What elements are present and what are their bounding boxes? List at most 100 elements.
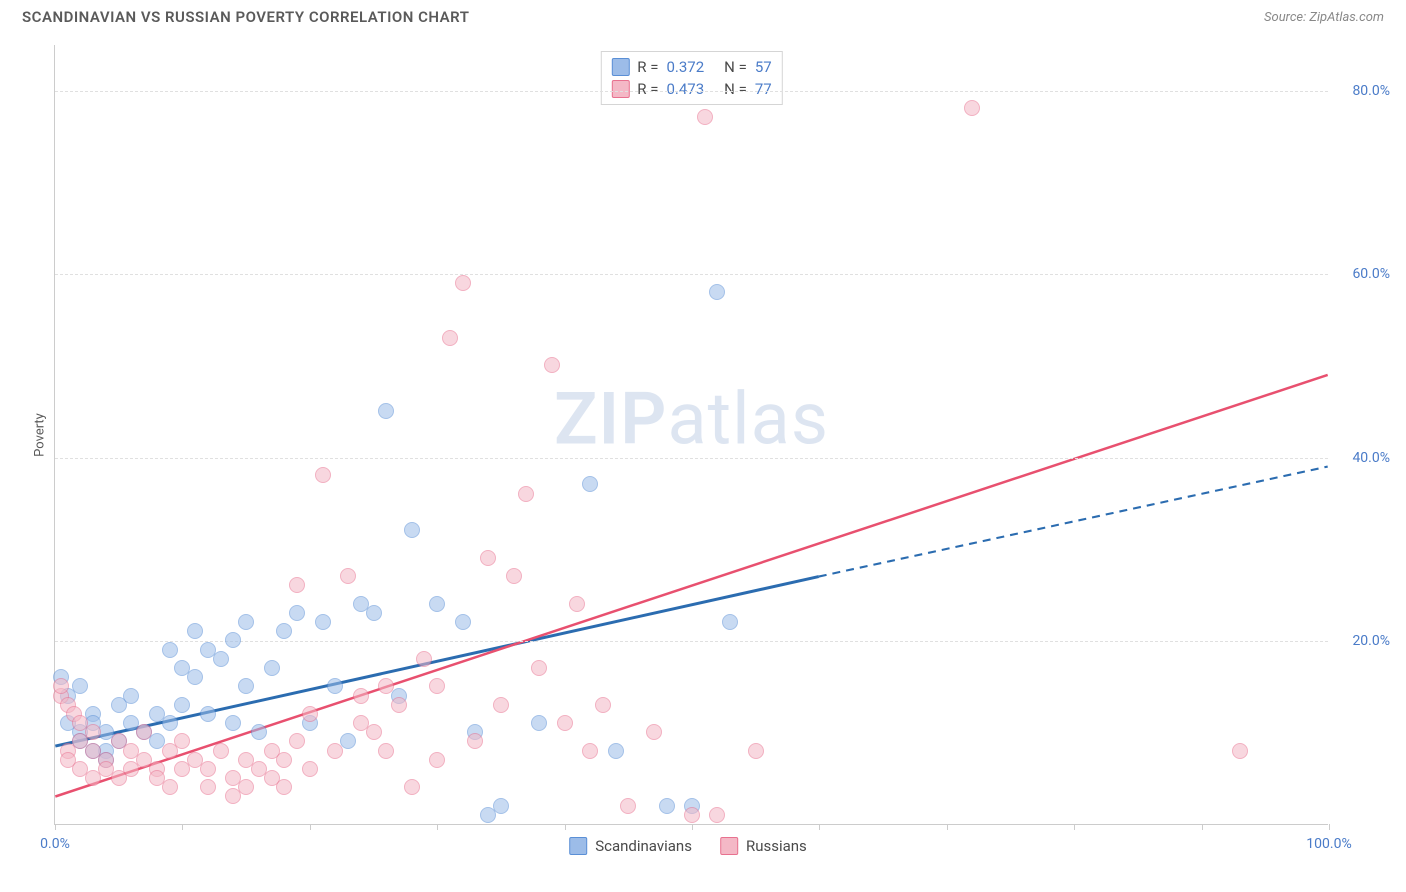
scatter-point	[302, 706, 318, 722]
grid-line	[55, 458, 1328, 459]
chart-container: Poverty ZIPatlas R = 0.372N = 57R = 0.47…	[48, 45, 1328, 825]
scatter-point	[225, 632, 241, 648]
chart-title: SCANDINAVIAN VS RUSSIAN POVERTY CORRELAT…	[22, 8, 469, 26]
scatter-point	[582, 743, 598, 759]
scatter-point	[493, 798, 509, 814]
scatter-point	[493, 697, 509, 713]
stat-r-label: R =	[637, 80, 658, 98]
scatter-point	[353, 715, 369, 731]
x-tick	[55, 824, 56, 830]
grid-line	[55, 91, 1328, 92]
y-tick-label: 20.0%	[1352, 633, 1390, 649]
scatter-point	[964, 100, 980, 116]
scatter-point	[455, 275, 471, 291]
scatter-point	[709, 807, 725, 823]
correlation-stats-box: R = 0.372 N = 57 R = 0.473N = 77	[600, 51, 782, 105]
x-tick-label: 0.0%	[40, 836, 70, 852]
scatter-point	[72, 678, 88, 694]
scatter-point	[187, 623, 203, 639]
scatter-point	[289, 605, 305, 621]
y-axis-label: Poverty	[32, 413, 47, 457]
stat-r-label: R =	[637, 58, 658, 76]
scatter-point	[506, 568, 522, 584]
scatter-point	[174, 733, 190, 749]
scatter-point	[1232, 743, 1248, 759]
x-tick	[437, 824, 438, 830]
legend-item: Russians	[720, 837, 807, 855]
scatter-point	[53, 678, 69, 694]
stat-n-value: 57	[755, 58, 772, 76]
y-tick-label: 40.0%	[1352, 450, 1390, 466]
scatter-point	[531, 715, 547, 731]
x-tick	[182, 824, 183, 830]
scatter-point	[315, 614, 331, 630]
scatter-point	[467, 733, 483, 749]
scatter-point	[200, 706, 216, 722]
scatter-point	[238, 614, 254, 630]
chart-header: SCANDINAVIAN VS RUSSIAN POVERTY CORRELAT…	[0, 0, 1406, 28]
scatter-point	[327, 678, 343, 694]
grid-line	[55, 641, 1328, 642]
scatter-point	[480, 550, 496, 566]
x-tick	[310, 824, 311, 830]
scatter-point	[353, 688, 369, 704]
scatter-point	[709, 284, 725, 300]
stat-swatch	[611, 58, 629, 76]
chart-source: Source: ZipAtlas.com	[1264, 10, 1384, 25]
scatter-point	[646, 724, 662, 740]
x-tick	[1202, 824, 1203, 830]
scatter-point	[697, 109, 713, 125]
trend-line-dashed	[819, 467, 1328, 577]
scatter-point	[391, 697, 407, 713]
scatter-point	[162, 642, 178, 658]
x-tick	[819, 824, 820, 830]
scatter-point	[366, 605, 382, 621]
scatter-point	[162, 715, 178, 731]
scatter-point	[264, 660, 280, 676]
y-tick-label: 80.0%	[1352, 83, 1390, 99]
scatter-point	[748, 743, 764, 759]
grid-line	[55, 274, 1328, 275]
stat-n-label: N =	[724, 80, 747, 98]
stat-swatch	[611, 80, 629, 98]
legend-label: Russians	[746, 837, 807, 855]
scatter-point	[722, 614, 738, 630]
scatter-point	[429, 678, 445, 694]
scatter-point	[608, 743, 624, 759]
scatter-point	[595, 697, 611, 713]
scatter-point	[518, 486, 534, 502]
x-tick	[1074, 824, 1075, 830]
trend-line	[55, 375, 1327, 797]
scatter-point	[276, 623, 292, 639]
scatter-point	[289, 577, 305, 593]
stat-row: R = 0.372 N = 57	[611, 56, 771, 78]
scatter-point	[404, 779, 420, 795]
stat-row: R = 0.473N = 77	[611, 78, 771, 100]
legend-label: Scandinavians	[595, 837, 692, 855]
scatter-point	[620, 798, 636, 814]
legend-swatch	[720, 837, 738, 855]
scatter-point	[404, 522, 420, 538]
scatter-point	[327, 743, 343, 759]
y-tick-label: 60.0%	[1352, 266, 1390, 282]
scatter-point	[225, 715, 241, 731]
scatter-point	[238, 678, 254, 694]
x-tick	[947, 824, 948, 830]
scatter-point	[340, 568, 356, 584]
x-tick	[1329, 824, 1330, 830]
scatter-point	[684, 807, 700, 823]
scatter-point	[416, 651, 432, 667]
scatter-point	[213, 651, 229, 667]
stat-r-value: 0.372	[666, 58, 704, 76]
scatter-point	[378, 743, 394, 759]
scatter-point	[429, 752, 445, 768]
scatter-point	[378, 678, 394, 694]
scatter-point	[276, 779, 292, 795]
scatter-point	[569, 596, 585, 612]
trend-lines-svg	[55, 45, 1328, 824]
x-tick	[692, 824, 693, 830]
stat-n-label: N =	[724, 58, 747, 76]
scatter-point	[378, 403, 394, 419]
scatter-point	[251, 724, 267, 740]
scatter-point	[238, 779, 254, 795]
